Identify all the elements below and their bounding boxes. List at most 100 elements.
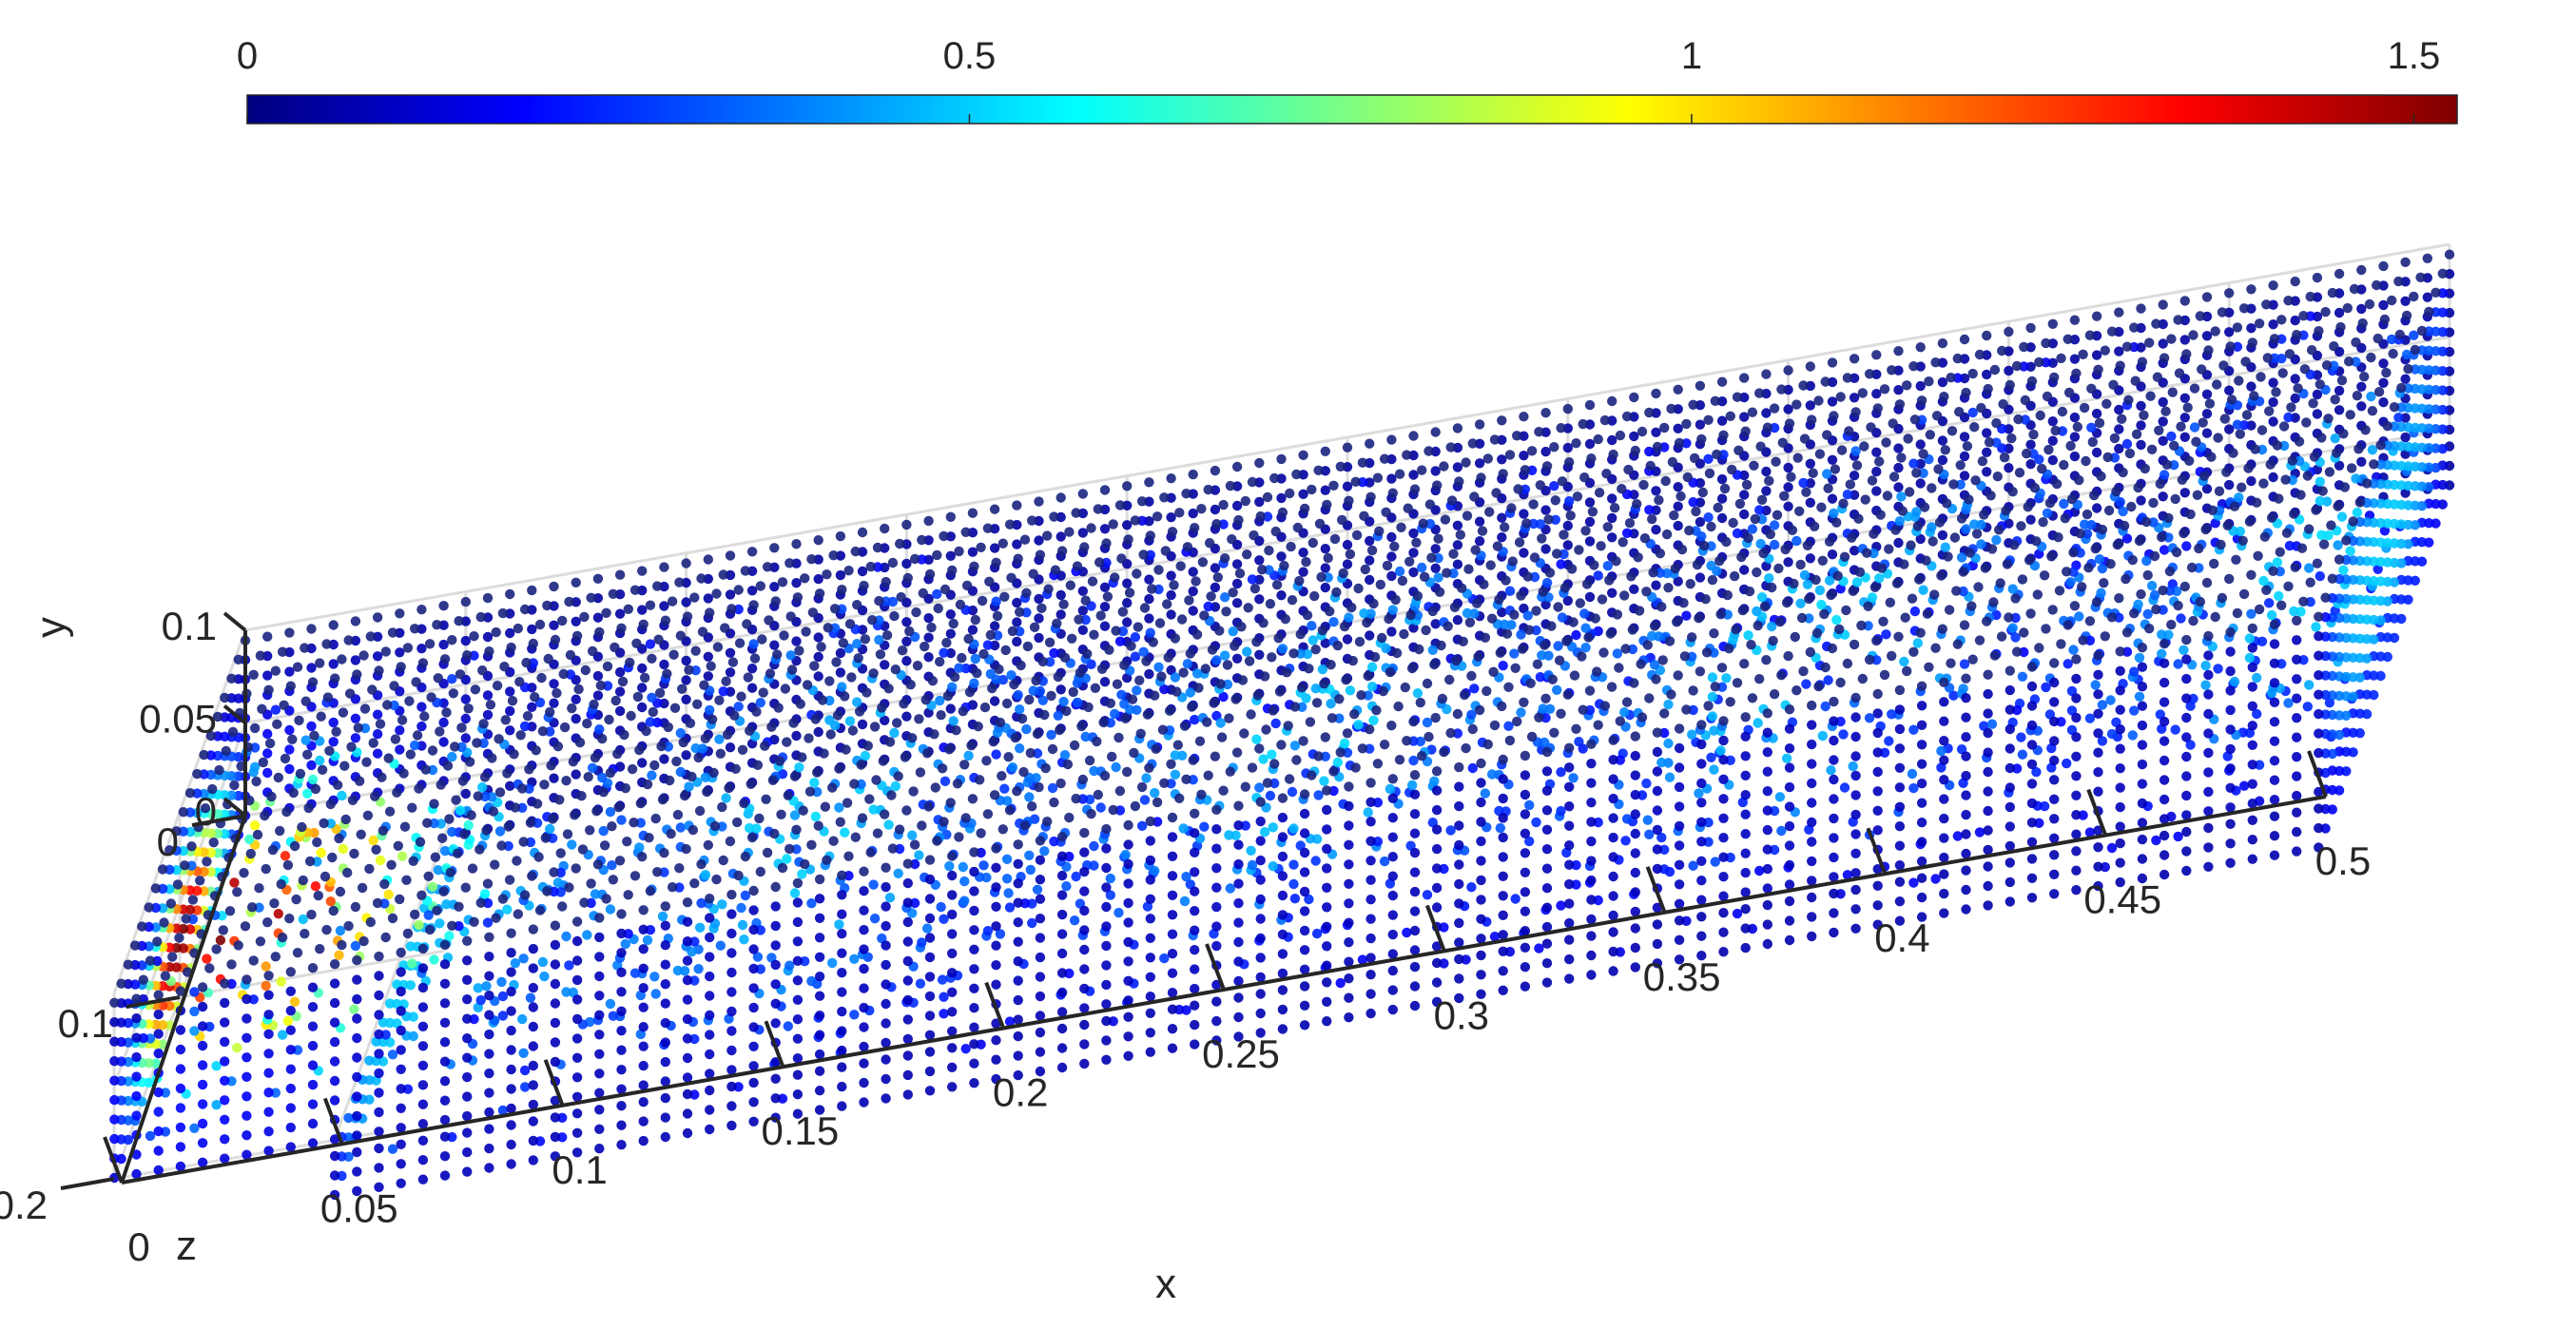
data-point bbox=[351, 941, 360, 951]
data-point bbox=[814, 632, 823, 642]
data-point bbox=[1588, 507, 1598, 516]
data-point bbox=[1331, 587, 1341, 597]
data-point bbox=[1448, 549, 1458, 559]
data-point bbox=[476, 898, 486, 908]
data-point bbox=[2025, 459, 2035, 469]
data-point bbox=[1709, 628, 1718, 638]
data-point bbox=[1298, 548, 1307, 557]
data-point bbox=[306, 663, 316, 672]
data-point bbox=[2000, 453, 2009, 462]
data-point bbox=[1741, 427, 1751, 436]
data-point bbox=[1516, 629, 1525, 639]
data-point bbox=[2098, 525, 2107, 534]
data-point bbox=[1230, 641, 1239, 650]
data-point bbox=[1386, 626, 1396, 636]
data-point bbox=[1708, 711, 1717, 721]
data-point bbox=[1874, 573, 1884, 583]
data-point bbox=[1266, 791, 1275, 800]
data-point bbox=[1111, 626, 1120, 635]
data-point bbox=[1246, 709, 1255, 719]
data-point bbox=[323, 692, 333, 702]
data-point bbox=[1533, 660, 1542, 669]
data-point bbox=[425, 639, 435, 648]
data-point bbox=[786, 611, 796, 621]
data-point bbox=[1537, 533, 1546, 543]
data-point bbox=[688, 825, 698, 835]
data-point bbox=[998, 539, 1008, 549]
data-point bbox=[1114, 908, 1123, 917]
data-point bbox=[1260, 671, 1269, 681]
data-point bbox=[2233, 420, 2242, 430]
data-point bbox=[2166, 334, 2176, 343]
data-point bbox=[1828, 494, 1837, 504]
data-point bbox=[1275, 686, 1285, 696]
data-point bbox=[1938, 377, 1947, 387]
data-point bbox=[1752, 607, 1761, 616]
data-point bbox=[407, 958, 416, 968]
data-point bbox=[2313, 273, 2322, 282]
data-point bbox=[1453, 615, 1462, 625]
data-point bbox=[1407, 780, 1417, 790]
data-point bbox=[263, 685, 273, 695]
data-point bbox=[1086, 523, 1095, 532]
data-point bbox=[880, 524, 889, 533]
data-point bbox=[1946, 373, 1955, 382]
data-point bbox=[2030, 483, 2040, 492]
data-point bbox=[1735, 499, 1745, 509]
data-point bbox=[1705, 469, 1714, 478]
data-point bbox=[308, 677, 318, 686]
data-point bbox=[2400, 297, 2410, 306]
data-point bbox=[1269, 822, 1278, 832]
data-point bbox=[1844, 426, 1853, 435]
data-point bbox=[837, 585, 846, 594]
data-point bbox=[518, 837, 528, 846]
data-point bbox=[1401, 683, 1410, 692]
data-point bbox=[1171, 750, 1180, 760]
data-point bbox=[484, 646, 494, 656]
data-point bbox=[397, 715, 407, 724]
data-point bbox=[2179, 529, 2188, 538]
data-point bbox=[704, 652, 713, 662]
data-point bbox=[826, 729, 836, 739]
data-point bbox=[1783, 463, 1792, 472]
data-point bbox=[1982, 616, 1991, 626]
data-point bbox=[2160, 545, 2169, 554]
data-point bbox=[1381, 508, 1390, 517]
data-point bbox=[1947, 426, 1957, 435]
data-point bbox=[1960, 452, 1969, 461]
data-point bbox=[2224, 327, 2234, 337]
data-point bbox=[1428, 607, 1438, 616]
data-point bbox=[1260, 827, 1269, 837]
data-point bbox=[1288, 859, 1298, 869]
data-point bbox=[1294, 576, 1304, 586]
data-point bbox=[1519, 548, 1528, 557]
data-point bbox=[1829, 509, 1838, 518]
data-point bbox=[1453, 521, 1462, 530]
data-point bbox=[2224, 386, 2234, 395]
data-point bbox=[1071, 508, 1080, 517]
data-point bbox=[1577, 651, 1586, 661]
data-point bbox=[2180, 433, 2190, 442]
data-point bbox=[1122, 481, 1132, 491]
data-point bbox=[771, 596, 781, 606]
data-point bbox=[1121, 714, 1131, 723]
data-point bbox=[188, 895, 198, 904]
data-point bbox=[1496, 648, 1505, 658]
data-point bbox=[1100, 622, 1110, 631]
data-point bbox=[1625, 518, 1635, 528]
data-point bbox=[1459, 637, 1468, 646]
data-point bbox=[1695, 666, 1705, 676]
data-point bbox=[1279, 561, 1288, 570]
data-point bbox=[1880, 384, 1889, 394]
data-point bbox=[1591, 613, 1600, 623]
data-point bbox=[2118, 507, 2127, 516]
data-point bbox=[873, 543, 882, 552]
data-point bbox=[1276, 740, 1286, 749]
data-point bbox=[1708, 575, 1717, 585]
data-point bbox=[1889, 472, 1899, 481]
data-point bbox=[1216, 679, 1226, 688]
data-point bbox=[2233, 322, 2242, 332]
data-point bbox=[2095, 418, 2104, 428]
data-point bbox=[315, 658, 324, 667]
data-point bbox=[2368, 406, 2377, 415]
